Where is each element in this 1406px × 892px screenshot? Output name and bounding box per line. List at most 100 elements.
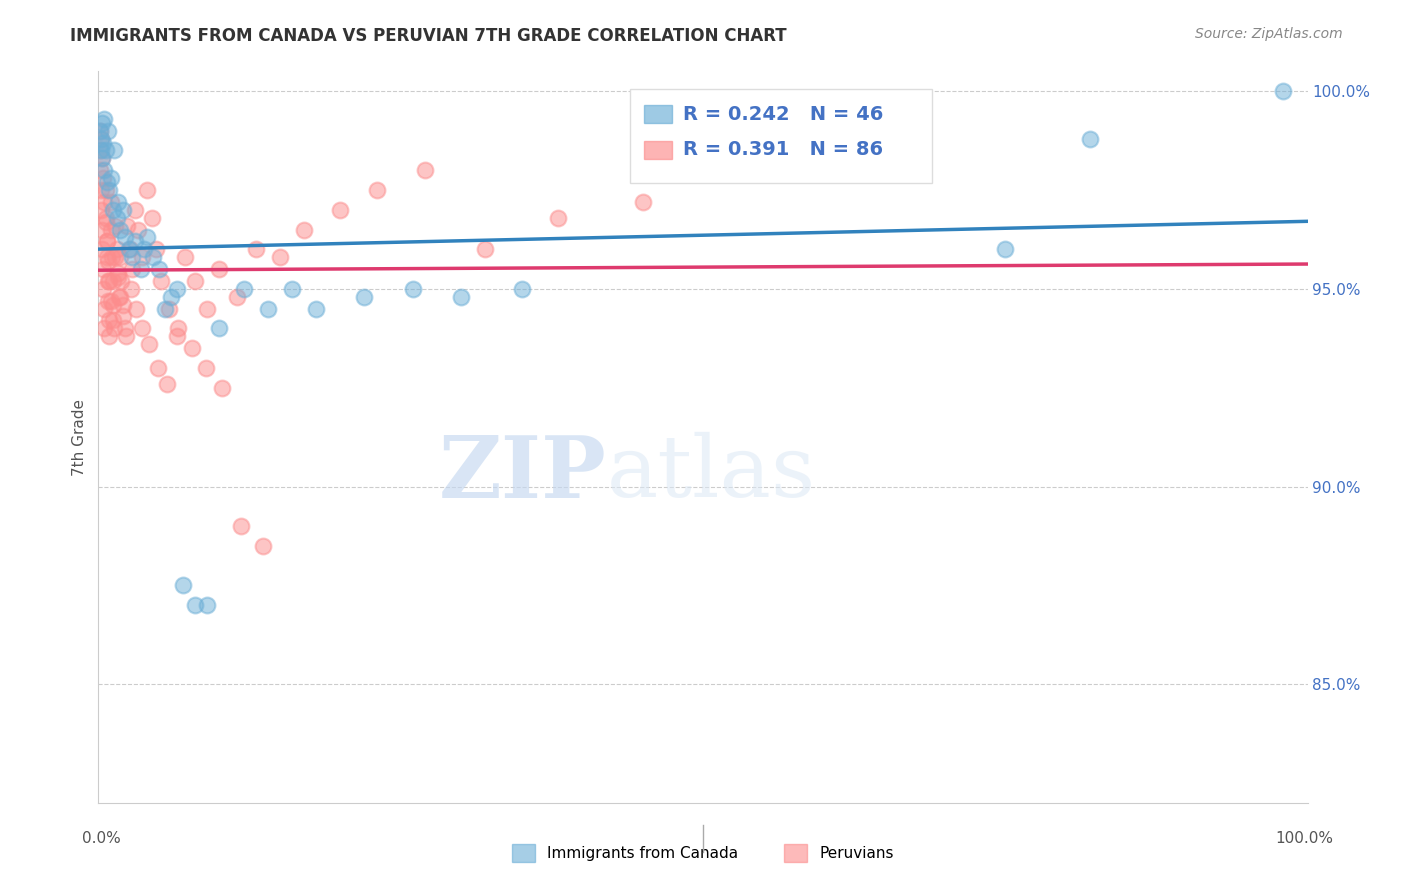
Text: 0.0%: 0.0%: [82, 831, 121, 846]
Point: [135, 230, 157, 244]
Point: [157, 301, 180, 316]
Point: [101, 298, 124, 312]
Point: [105, 242, 128, 256]
Point: [148, 262, 170, 277]
Point: [138, 337, 160, 351]
Point: [167, 321, 190, 335]
Point: [172, 578, 194, 592]
Point: [121, 262, 143, 277]
Point: [98, 329, 121, 343]
Point: [91, 242, 114, 256]
Point: [94, 214, 117, 228]
Point: [125, 301, 148, 316]
Point: [450, 290, 472, 304]
Point: [118, 242, 141, 256]
Point: [111, 202, 134, 217]
Point: [166, 329, 188, 343]
Point: [110, 274, 132, 288]
Point: [96, 175, 118, 189]
Point: [124, 202, 146, 217]
Point: [91, 152, 114, 166]
Point: [96, 235, 118, 249]
Point: [134, 242, 156, 256]
Point: [232, 282, 254, 296]
Point: [121, 250, 143, 264]
Point: [114, 230, 136, 244]
Point: [174, 250, 197, 264]
Point: [111, 310, 134, 324]
Point: [103, 321, 125, 335]
Point: [98, 274, 121, 288]
Point: [142, 250, 165, 264]
Point: [107, 194, 129, 209]
Point: [93, 163, 115, 178]
Point: [90, 183, 112, 197]
Point: [402, 282, 425, 296]
Point: [281, 282, 304, 296]
Point: [211, 381, 233, 395]
Point: [269, 250, 291, 264]
Point: [98, 183, 121, 197]
Point: [166, 282, 188, 296]
Point: [160, 290, 183, 304]
Point: [184, 598, 207, 612]
Point: [146, 360, 169, 375]
Point: [292, 222, 315, 236]
Point: [547, 211, 569, 225]
Y-axis label: 7th Grade: 7th Grade: [72, 399, 87, 475]
Point: [305, 301, 328, 316]
Point: [101, 202, 124, 217]
Text: R = 0.391   N = 86: R = 0.391 N = 86: [683, 140, 883, 160]
Point: [195, 301, 218, 316]
Text: R = 0.242   N = 46: R = 0.242 N = 46: [683, 104, 884, 124]
Point: [91, 222, 114, 236]
Point: [96, 235, 118, 249]
Point: [252, 539, 274, 553]
Point: [94, 144, 117, 158]
Point: [124, 235, 146, 249]
Point: [226, 290, 249, 304]
Point: [94, 211, 117, 225]
Point: [229, 519, 252, 533]
Point: [97, 254, 120, 268]
Point: [111, 298, 134, 312]
Point: [150, 274, 173, 288]
Point: [98, 313, 121, 327]
Point: [353, 290, 375, 304]
Point: [90, 202, 112, 217]
Point: [91, 282, 114, 296]
Point: [94, 183, 117, 197]
Point: [118, 242, 141, 256]
Point: [104, 250, 127, 264]
Point: [100, 171, 122, 186]
Point: [90, 131, 112, 145]
Point: [208, 262, 231, 277]
Point: [91, 171, 114, 186]
Point: [141, 211, 163, 225]
Point: [153, 301, 176, 316]
Point: [89, 163, 111, 178]
Point: [115, 329, 138, 343]
Text: atlas: atlas: [606, 432, 815, 516]
Text: Source: ZipAtlas.com: Source: ZipAtlas.com: [1195, 27, 1343, 41]
Text: 100.0%: 100.0%: [1275, 831, 1334, 846]
Point: [100, 194, 122, 209]
Point: [91, 116, 114, 130]
Point: [101, 313, 124, 327]
Point: [91, 262, 114, 277]
Point: [91, 152, 114, 166]
Point: [100, 293, 122, 308]
Point: [510, 282, 533, 296]
Point: [89, 123, 111, 137]
Point: [90, 131, 112, 145]
Point: [101, 274, 124, 288]
Point: [97, 274, 120, 288]
Point: [129, 262, 152, 277]
Point: [1078, 131, 1101, 145]
Point: [108, 250, 131, 264]
Point: [93, 301, 115, 316]
Point: [994, 242, 1017, 256]
Point: [100, 222, 122, 236]
Point: [97, 293, 120, 308]
Point: [117, 219, 139, 233]
